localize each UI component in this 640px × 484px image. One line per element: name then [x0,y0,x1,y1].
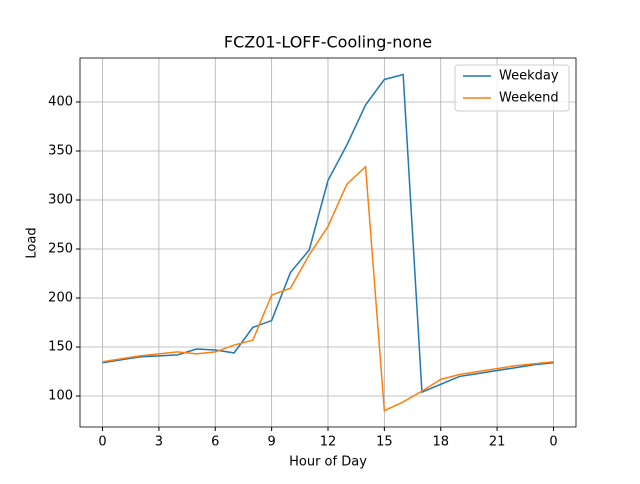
x-axis-label: Hour of Day [289,455,367,470]
data-line [102,73,554,394]
y-tick-label: 200 [48,291,73,306]
plot-frame [79,57,577,428]
x-tick-label: 18 [432,435,449,450]
chart-title: FCZ01-LOFF-Cooling-none [224,33,432,52]
legend-label: Weekday [499,69,559,84]
y-axis-label: Load [25,227,40,258]
x-tick-label: 9 [267,435,275,450]
data-line [102,165,554,412]
x-tick-label: 0 [549,435,557,450]
y-tick-label: 300 [48,193,73,208]
x-tick-label: 21 [489,435,506,450]
x-tick-label: 6 [211,435,219,450]
x-tick-label: 3 [155,435,163,450]
x-tick-label: 15 [376,435,393,450]
x-tick-label: 12 [320,435,337,450]
legend-label: Weekend [499,91,559,106]
x-tick-label: 0 [98,435,106,450]
y-tick-label: 150 [48,340,73,355]
y-tick-label: 250 [48,242,73,257]
y-tick-label: 100 [48,389,73,404]
y-tick-label: 400 [48,95,73,110]
y-tick-label: 350 [48,144,73,159]
